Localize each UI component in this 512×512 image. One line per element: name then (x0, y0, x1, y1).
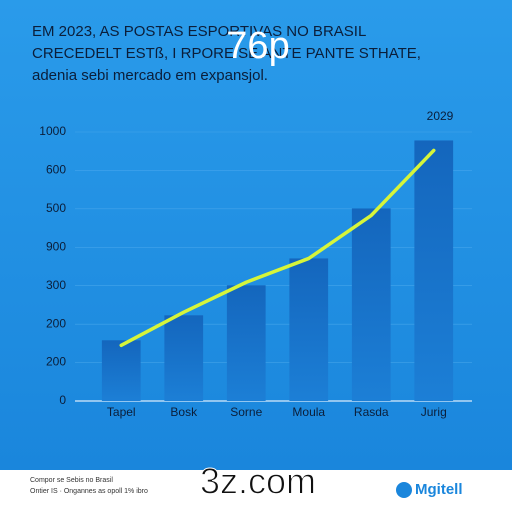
bar (351, 208, 391, 401)
title-line: adenia sebi mercado em expansjol. (32, 67, 268, 84)
y-tick-label: 200 (46, 355, 66, 369)
x-tick-label: Rasda (354, 405, 389, 419)
bar (101, 340, 141, 401)
annotation: 2029 (427, 109, 454, 123)
footer-text: Ontier IS · Ongannes as opoll 1% ibro (30, 488, 148, 495)
line (119, 148, 436, 348)
footer-text: Compor se Sebis no Brasil (30, 477, 113, 484)
y-tick-label: 1000 (39, 124, 66, 138)
y-tick-label: 0 (59, 393, 66, 407)
logo-icon (396, 482, 412, 498)
y-tick-label: 300 (46, 278, 66, 292)
bar (164, 315, 204, 401)
watermark: 3z.com (200, 461, 316, 502)
bar (414, 140, 454, 401)
bar (289, 258, 329, 401)
title-line: CRECEDELT ESTß, I RPORE SE ANTE PANTE ST… (32, 45, 421, 62)
y-tick-label: 500 (46, 201, 66, 215)
footer-band (0, 470, 512, 512)
y-tick-label: 200 (46, 316, 66, 330)
x-tick-label: Sorne (230, 405, 262, 419)
bar (226, 285, 266, 401)
x-tick-label: Moula (292, 405, 325, 419)
watermark: 76p (226, 25, 289, 67)
logo: Mgitell (415, 481, 463, 498)
x-tick-label: Jurig (421, 405, 447, 419)
y-tick-label: 600 (46, 163, 66, 177)
x-tick-label: Tapel (107, 405, 136, 419)
title-line: EM 2023, AS POSTAS ESPORTIVAS NO BRASIL (32, 23, 366, 40)
y-tick-label: 900 (46, 239, 66, 253)
x-tick-label: Bosk (170, 405, 198, 419)
